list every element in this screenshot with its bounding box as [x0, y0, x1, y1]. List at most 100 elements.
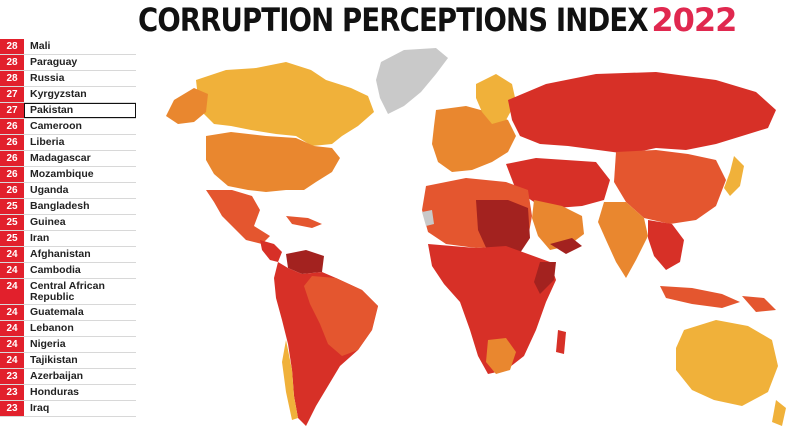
- papua-new-guinea[interactable]: [742, 296, 776, 312]
- score-badge: 24: [0, 263, 24, 278]
- score-badge: 24: [0, 279, 24, 304]
- score-badge: 23: [0, 369, 24, 384]
- ranking-row[interactable]: 28 Russia: [0, 71, 136, 87]
- japan[interactable]: [724, 156, 744, 196]
- arabian-peninsula[interactable]: [532, 200, 584, 250]
- indonesia[interactable]: [660, 286, 740, 308]
- country-name: Iraq: [30, 402, 50, 414]
- country-name: Uganda: [30, 184, 69, 196]
- score-badge: 26: [0, 135, 24, 150]
- country-name: Mali: [30, 40, 51, 52]
- ranking-row[interactable]: 27 Kyrgyzstan: [0, 87, 136, 103]
- score-badge: 28: [0, 71, 24, 86]
- country-name: Tajikistan: [30, 354, 78, 366]
- score-badge: 26: [0, 119, 24, 134]
- title-year: 2022: [651, 1, 737, 39]
- country-name: Mozambique: [30, 168, 94, 180]
- score-badge: 24: [0, 321, 24, 336]
- country-name: Guinea: [30, 216, 66, 228]
- ranking-row[interactable]: 26 Uganda: [0, 183, 136, 199]
- ranking-row[interactable]: 24 Cambodia: [0, 263, 136, 279]
- caribbean[interactable]: [286, 216, 322, 228]
- score-badge: 25: [0, 215, 24, 230]
- ranking-row[interactable]: 24 Afghanistan: [0, 247, 136, 263]
- country-name: Bangladesh: [30, 200, 90, 212]
- map-title: CORRUPTION PERCEPTIONS INDEX 2022: [0, 0, 789, 40]
- southern-africa[interactable]: [486, 338, 516, 374]
- australia[interactable]: [676, 320, 778, 406]
- country-name: Honduras: [30, 386, 80, 398]
- central-america[interactable]: [260, 240, 282, 262]
- southeast-asia[interactable]: [648, 220, 684, 270]
- country-name: Cameroon: [30, 120, 82, 132]
- title-text: CORRUPTION PERCEPTIONS INDEX: [137, 1, 649, 39]
- world-map: [166, 48, 786, 426]
- ranking-row[interactable]: 24 Guatemala: [0, 305, 136, 321]
- ranking-row[interactable]: 26 Liberia: [0, 135, 136, 151]
- ranking-row[interactable]: 28 Mali: [0, 39, 136, 55]
- score-badge: 28: [0, 39, 24, 54]
- greenland[interactable]: [376, 48, 448, 114]
- ranking-row[interactable]: 24 Tajikistan: [0, 353, 136, 369]
- score-badge: 24: [0, 337, 24, 352]
- country-name: Nigeria: [30, 338, 66, 350]
- somalia[interactable]: [534, 262, 556, 294]
- ranking-row[interactable]: 25 Guinea: [0, 215, 136, 231]
- score-badge: 25: [0, 231, 24, 246]
- chile[interactable]: [282, 340, 298, 420]
- alaska[interactable]: [166, 88, 208, 124]
- score-badge: 23: [0, 401, 24, 416]
- country-name: Guatemala: [30, 306, 84, 318]
- ranking-row[interactable]: 25 Iran: [0, 231, 136, 247]
- ranking-row[interactable]: 24 Central African Republic: [0, 279, 136, 305]
- ranking-row[interactable]: 26 Madagascar: [0, 151, 136, 167]
- country-name: Afghanistan: [30, 248, 91, 260]
- country-name: Russia: [30, 72, 65, 84]
- ranking-row[interactable]: 28 Paraguay: [0, 55, 136, 71]
- canada[interactable]: [196, 62, 374, 146]
- yemen[interactable]: [550, 238, 582, 254]
- ranking-row[interactable]: 26 Cameroon: [0, 119, 136, 135]
- score-badge: 24: [0, 305, 24, 320]
- middle-east[interactable]: [506, 158, 610, 208]
- country-name: Liberia: [30, 136, 65, 148]
- country-name: Madagascar: [30, 152, 91, 164]
- country-name: Kyrgyzstan: [30, 88, 87, 100]
- country-name: Iran: [30, 232, 50, 244]
- score-badge: 24: [0, 247, 24, 262]
- ranking-list: 28 Mali 28 Paraguay 28 Russia 27 Kyrgyzstan 27 Pa…: [0, 39, 136, 417]
- country-name: Paraguay: [30, 56, 78, 68]
- country-name: Pakistan: [24, 103, 136, 118]
- score-badge: 24: [0, 353, 24, 368]
- score-badge: 28: [0, 55, 24, 70]
- brazil[interactable]: [304, 276, 378, 356]
- score-badge: 26: [0, 167, 24, 182]
- ranking-row[interactable]: 27 Pakistan: [0, 103, 136, 119]
- madagascar[interactable]: [556, 330, 566, 354]
- ranking-row[interactable]: 23 Iraq: [0, 401, 136, 417]
- score-badge: 26: [0, 183, 24, 198]
- ranking-row[interactable]: 23 Honduras: [0, 385, 136, 401]
- scandinavia[interactable]: [476, 74, 516, 124]
- score-badge: 25: [0, 199, 24, 214]
- ranking-row[interactable]: 25 Bangladesh: [0, 199, 136, 215]
- ranking-row[interactable]: 26 Mozambique: [0, 167, 136, 183]
- venezuela[interactable]: [286, 250, 324, 274]
- score-badge: 23: [0, 385, 24, 400]
- country-name: Central African Republic: [30, 280, 105, 303]
- score-badge: 27: [0, 87, 24, 102]
- mexico[interactable]: [206, 190, 270, 244]
- ranking-row[interactable]: 24 Nigeria: [0, 337, 136, 353]
- score-badge: 26: [0, 151, 24, 166]
- united-states[interactable]: [206, 132, 340, 192]
- russia[interactable]: [508, 72, 776, 154]
- china[interactable]: [614, 150, 726, 224]
- country-name: Azerbaijan: [30, 370, 84, 382]
- ranking-row[interactable]: 24 Lebanon: [0, 321, 136, 337]
- ranking-row[interactable]: 23 Azerbaijan: [0, 369, 136, 385]
- sub-saharan-africa[interactable]: [428, 244, 556, 374]
- western-sahara[interactable]: [422, 210, 434, 226]
- score-badge: 27: [0, 103, 24, 118]
- new-zealand[interactable]: [772, 400, 786, 426]
- india[interactable]: [598, 202, 648, 278]
